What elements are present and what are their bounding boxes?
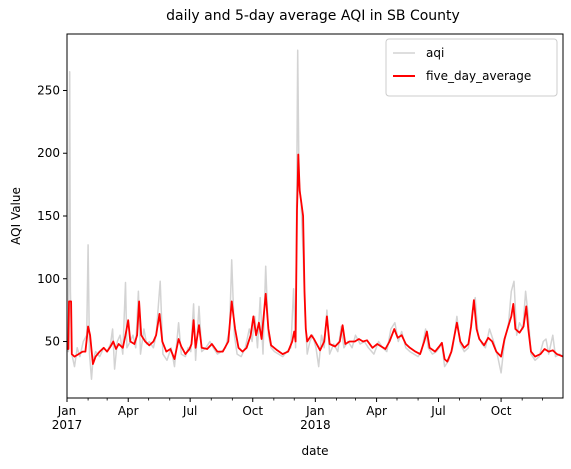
- x-tick-label: Jul: [430, 404, 445, 418]
- plot-frame: [66, 33, 564, 399]
- y-tick-label: 100: [37, 272, 60, 286]
- legend-five-day-average-label: five_day_average: [426, 69, 531, 83]
- series-line-five-day-average: [67, 153, 564, 366]
- legend-box: [385, 38, 558, 97]
- y-tick-label: 50: [45, 335, 60, 349]
- x-axis-label: date: [301, 444, 328, 458]
- x-tick-label: Apr: [118, 404, 139, 418]
- x-tick-label: Jan: [305, 404, 325, 418]
- x-tick-label: Jan: [57, 404, 77, 418]
- y-axis-label: AQI Value: [9, 187, 23, 245]
- y-tick-label: 200: [37, 146, 60, 160]
- chart-title: daily and 5-day average AQI in SB County: [166, 8, 460, 24]
- y-tick-label: 250: [37, 83, 60, 97]
- y-tick-label: 150: [37, 209, 60, 223]
- x-tick-label: Jul: [182, 404, 197, 418]
- x-tick-label: Apr: [366, 404, 387, 418]
- x-tick-label: Oct: [491, 404, 512, 418]
- x-tick-year-label: 2017: [52, 418, 83, 432]
- x-tick-year-label: 2018: [300, 418, 331, 432]
- legend: aqi five_day_average: [385, 38, 558, 97]
- legend-aqi-label: aqi: [426, 46, 444, 60]
- x-tick-label: Oct: [242, 404, 263, 418]
